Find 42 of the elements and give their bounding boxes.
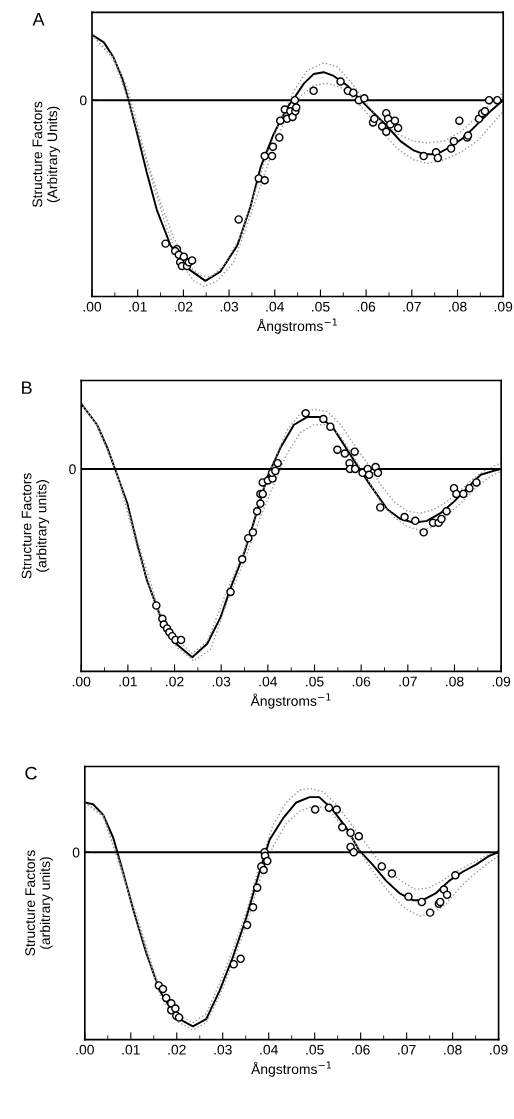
ref-line-label: 0 — [79, 95, 87, 106]
x-tick-label: .05 — [306, 676, 324, 687]
x-tick-label: .02 — [175, 301, 193, 312]
x-tick-label: .05 — [312, 301, 330, 312]
x-tick-label: .00 — [76, 1044, 94, 1055]
x-axis-title: Ångstroms$^{−1}$ — [250, 693, 331, 709]
x-tick-label: .02 — [168, 1044, 186, 1055]
x-tick-label: .07 — [403, 301, 421, 312]
x-tick-label: .09 — [492, 676, 511, 687]
x-tick-label: .00 — [72, 676, 91, 687]
x-tick-label: .08 — [446, 676, 464, 687]
chart-title: B — [22, 381, 32, 394]
x-tick-label: .04 — [266, 301, 285, 312]
x-tick-label: .04 — [260, 1044, 278, 1055]
x-tick-label: .07 — [398, 1044, 416, 1055]
x-tick-label: .01 — [119, 676, 137, 687]
x-tick-label: .04 — [259, 676, 278, 687]
x-tick-label: .03 — [214, 1044, 232, 1055]
ref-line-label: 0 — [69, 464, 76, 475]
x-tick-label: .08 — [444, 1044, 462, 1055]
x-tick-label: .00 — [83, 301, 102, 312]
x-axis-title: Ångstroms$^{−1}$ — [251, 1061, 332, 1077]
x-tick-label: .08 — [449, 301, 467, 312]
x-tick-label: .09 — [494, 301, 513, 312]
x-tick-label: .09 — [490, 1044, 508, 1055]
x-tick-label: .01 — [122, 1044, 140, 1055]
y-axis-title: Structure Factors (arbitrary units) — [25, 850, 53, 956]
x-tick-label: .06 — [352, 1044, 370, 1055]
x-tick-label: .06 — [357, 301, 376, 312]
chart-title: A — [32, 13, 45, 26]
chart-title: C — [25, 766, 37, 780]
x-tick-label: .07 — [399, 676, 417, 687]
x-tick-label: .03 — [220, 301, 239, 312]
x-axis-title: Ångstroms$^{−1}$ — [257, 318, 337, 334]
y-axis-title: Structure Factors (arbitrary units) — [21, 473, 50, 579]
x-tick-label: .06 — [352, 676, 371, 687]
x-tick-label: .03 — [212, 676, 231, 687]
x-tick-label: .05 — [306, 1044, 324, 1055]
ref-line-label: 0 — [72, 847, 80, 858]
x-tick-label: .01 — [129, 301, 147, 312]
x-tick-label: .02 — [166, 676, 184, 687]
y-axis-title: Structure Factors (Arbitrary Units) — [32, 101, 60, 208]
